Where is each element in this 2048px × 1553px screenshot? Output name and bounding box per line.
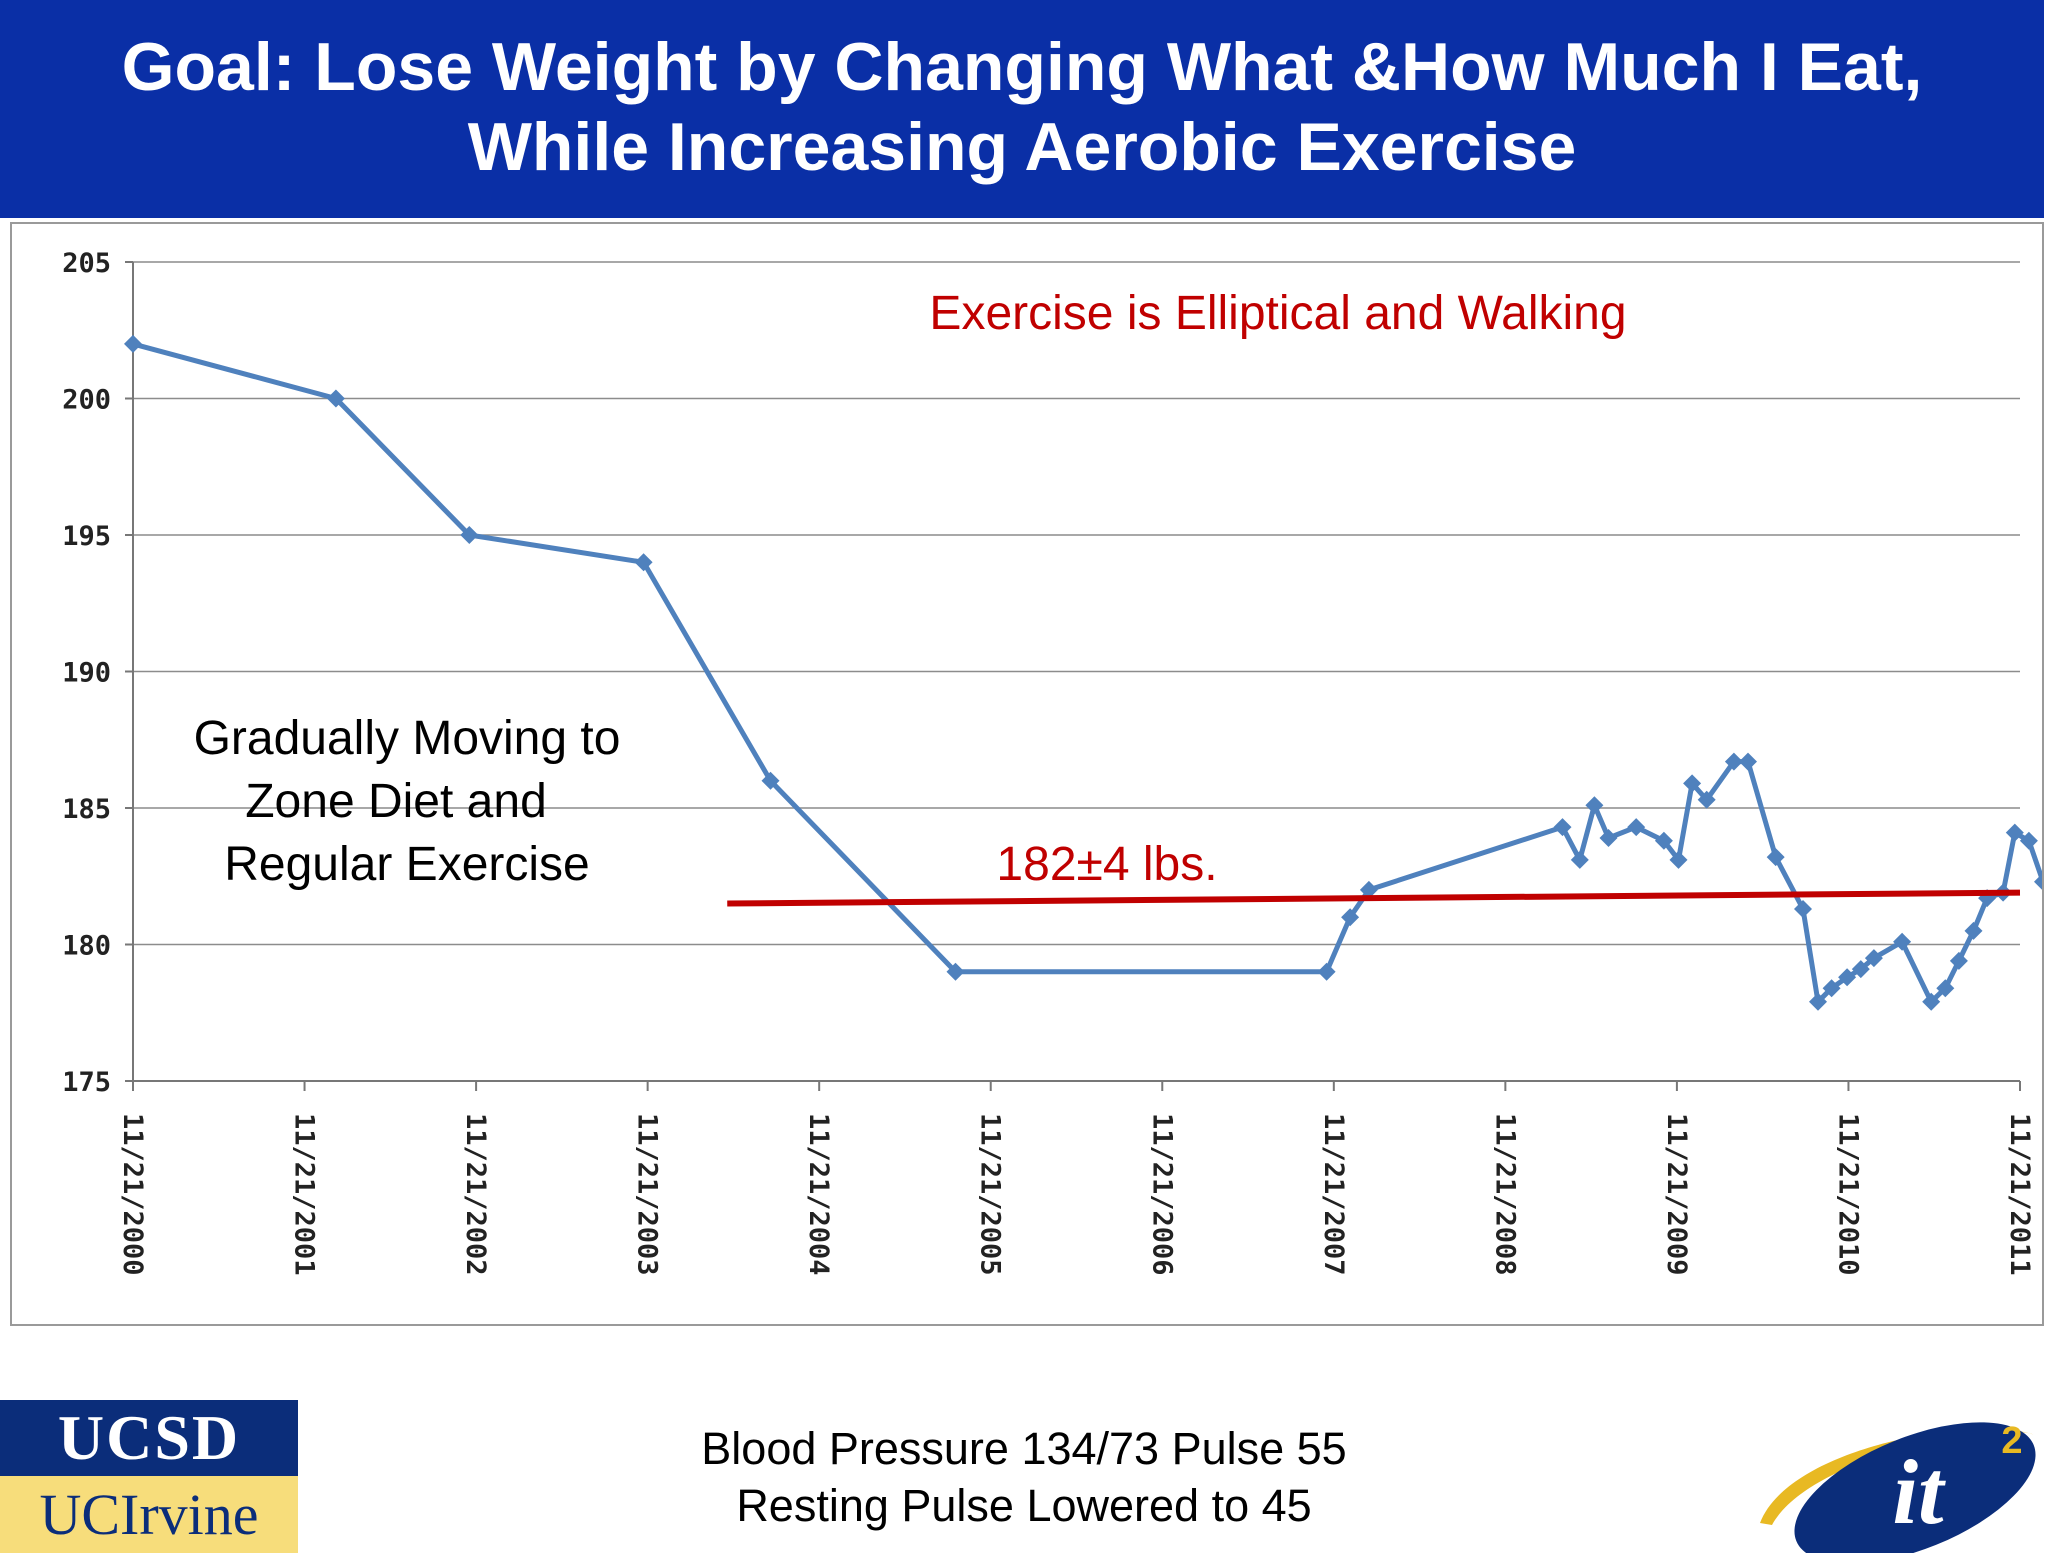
annotation-diet-line-3: Regular Exercise — [224, 838, 589, 891]
weight-data-point — [1766, 848, 1785, 867]
y-tick-label: 180 — [62, 931, 111, 962]
y-tick-label: 200 — [62, 385, 111, 416]
x-tick-label: 11/21/2007 — [1318, 1113, 1349, 1276]
weight-data-point — [1922, 992, 1941, 1011]
weight-data-point — [1585, 796, 1604, 815]
slide-title-line-1: Goal: Lose Weight by Changing What &How … — [121, 29, 1923, 105]
weight-data-point — [1599, 829, 1618, 847]
weight-data-point — [761, 771, 780, 790]
uci-logo-text: UCIrvine — [0, 1476, 298, 1553]
weight-data-point — [1809, 992, 1827, 1011]
weight-data-point — [1838, 968, 1857, 987]
weight-series — [124, 334, 2042, 1011]
annotation-target-weight: 182±4 lbs. — [996, 838, 1217, 891]
weight-data-point — [124, 334, 142, 353]
y-tick-label: 195 — [62, 521, 111, 552]
weight-data-point — [326, 389, 345, 408]
weight-data-point — [1669, 850, 1688, 869]
trend-line — [727, 889, 2021, 907]
weight-data-point — [1794, 900, 1812, 918]
weight-data-point — [1654, 831, 1673, 850]
weight-data-point — [2034, 873, 2042, 890]
weight-data-point — [1949, 951, 1968, 970]
weight-data-point — [1724, 752, 1743, 771]
x-tick-label: 11/21/2000 — [117, 1113, 148, 1276]
chart-frame: 175 180 185 190 195 200 205 11/21/2000 11/21/20… — [10, 222, 2044, 1326]
weight-data-point — [1341, 908, 1360, 927]
weight-data-point — [1964, 921, 1983, 940]
weight-data-point — [1553, 818, 1572, 837]
y-tick-label: 190 — [62, 658, 111, 689]
footer-resting-pulse: Resting Pulse Lowered to 45 — [736, 1480, 1312, 1531]
weight-data-point — [1822, 979, 1841, 998]
weight-data-point — [1697, 790, 1716, 809]
weight-data-point — [946, 962, 965, 981]
ucsd-logo-text: UCSD — [0, 1400, 298, 1476]
weight-data-point — [1851, 960, 1870, 979]
x-tick-label: 11/21/2001 — [289, 1113, 320, 1276]
grid-lines — [133, 261, 2020, 946]
it2-logo-superscript: 2 — [2001, 1420, 2022, 1462]
footer-text: Blood Pressure 134/73 Pulse 55 Resting P… — [0, 1420, 2048, 1534]
it2-logo-text: it — [1892, 1441, 1946, 1543]
slide-title-line-2: While Increasing Aerobic Exercise — [467, 109, 1577, 185]
weight-data-point — [2005, 823, 2024, 842]
weight-data-point — [1570, 850, 1589, 869]
y-tick-label: 205 — [62, 248, 111, 279]
y-tick-labels: 175 180 185 190 195 200 205 — [62, 248, 111, 1098]
x-tick-label: 11/21/2011 — [2004, 1113, 2035, 1276]
weight-data-point — [460, 526, 479, 544]
weight-data-point — [1359, 880, 1378, 899]
x-tick-label: 11/21/2002 — [460, 1113, 491, 1276]
annotation-diet-line-2: Zone Diet and — [245, 775, 547, 828]
it2-logo-oval — [1794, 1422, 2036, 1553]
x-tick-label: 11/21/2010 — [1832, 1113, 1863, 1276]
annotation-exercise: Exercise is Elliptical and Walking — [929, 287, 1626, 340]
it2-logo: it 2 — [1760, 1420, 2036, 1553]
x-tick-label: 11/21/2005 — [975, 1113, 1006, 1276]
annotation-diet-line-1: Gradually Moving to — [194, 712, 621, 765]
weight-data-point — [1683, 774, 1702, 793]
x-tick-label: 11/21/2009 — [1661, 1113, 1692, 1276]
slide-title-bar: Goal: Lose Weight by Changing What &How … — [0, 0, 2044, 218]
weight-data-point — [1864, 949, 1883, 968]
y-tick-label: 185 — [62, 794, 111, 825]
weight-data-point — [1627, 818, 1646, 837]
x-tick-label: 11/21/2003 — [632, 1113, 663, 1276]
weight-data-point — [634, 553, 653, 572]
footer-blood-pressure: Blood Pressure 134/73 Pulse 55 — [701, 1423, 1347, 1474]
x-tick-label: 11/21/2008 — [1489, 1113, 1520, 1276]
ucsd-uci-logo: UCSD UCIrvine — [0, 1400, 298, 1553]
weight-data-point — [1936, 979, 1955, 998]
weight-data-point — [1893, 932, 1912, 951]
x-tick-labels: 11/21/2000 11/21/2001 11/21/2002 11/21/2003… — [117, 1113, 2035, 1276]
target-weight-trend-line — [727, 889, 2021, 907]
weight-data-point — [1739, 752, 1757, 771]
axes — [125, 261, 2021, 1091]
y-tick-label: 175 — [62, 1067, 111, 1098]
weight-data-point — [2019, 831, 2038, 850]
weight-data-point — [1317, 962, 1336, 981]
x-tick-label: 11/21/2006 — [1146, 1113, 1177, 1276]
x-tick-label: 11/21/2004 — [803, 1113, 834, 1276]
